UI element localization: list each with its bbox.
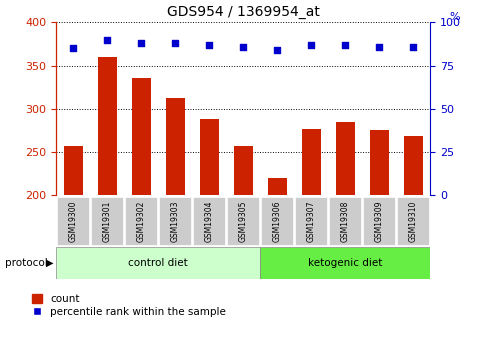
Point [171,40,179,46]
FancyBboxPatch shape [328,197,361,246]
FancyBboxPatch shape [193,197,225,246]
Point [273,47,281,53]
Bar [132,78,150,195]
Text: ▶: ▶ [45,258,53,268]
Bar [267,178,286,195]
Bar [98,57,116,195]
FancyBboxPatch shape [294,197,327,246]
Text: %: % [449,12,459,22]
Point [103,37,111,42]
Text: control diet: control diet [128,258,188,268]
Text: GSM19308: GSM19308 [340,200,349,242]
Bar [165,98,184,195]
FancyBboxPatch shape [261,197,293,246]
FancyBboxPatch shape [260,247,429,279]
Point [239,44,246,49]
FancyBboxPatch shape [124,197,157,246]
Text: GSM19303: GSM19303 [170,200,180,242]
Point [307,42,315,48]
Bar [64,146,82,195]
Bar [369,130,388,195]
FancyBboxPatch shape [226,197,259,246]
FancyBboxPatch shape [362,197,395,246]
FancyBboxPatch shape [56,247,260,279]
Text: GSM19301: GSM19301 [102,200,112,242]
Text: GSM19309: GSM19309 [374,200,383,242]
FancyBboxPatch shape [91,197,123,246]
Bar [233,146,252,195]
Point [137,40,145,46]
Text: GSM19310: GSM19310 [408,200,417,242]
Text: GSM19302: GSM19302 [137,200,145,242]
Point [205,42,213,48]
Bar [335,122,354,195]
Text: GSM19304: GSM19304 [204,200,213,242]
FancyBboxPatch shape [57,197,89,246]
Point [375,44,383,49]
FancyBboxPatch shape [396,197,429,246]
Text: GSM19300: GSM19300 [69,200,78,242]
Point [69,46,77,51]
Text: ketogenic diet: ketogenic diet [307,258,382,268]
FancyBboxPatch shape [159,197,191,246]
Bar [301,128,320,195]
Point [408,44,416,49]
Text: protocol: protocol [5,258,47,268]
Text: GSM19305: GSM19305 [238,200,247,242]
Legend: count, percentile rank within the sample: count, percentile rank within the sample [30,292,228,319]
Text: GSM19306: GSM19306 [272,200,281,242]
Bar [403,136,422,195]
Bar [200,119,218,195]
Title: GDS954 / 1369954_at: GDS954 / 1369954_at [166,4,319,19]
Point [341,42,348,48]
Text: GSM19307: GSM19307 [306,200,315,242]
